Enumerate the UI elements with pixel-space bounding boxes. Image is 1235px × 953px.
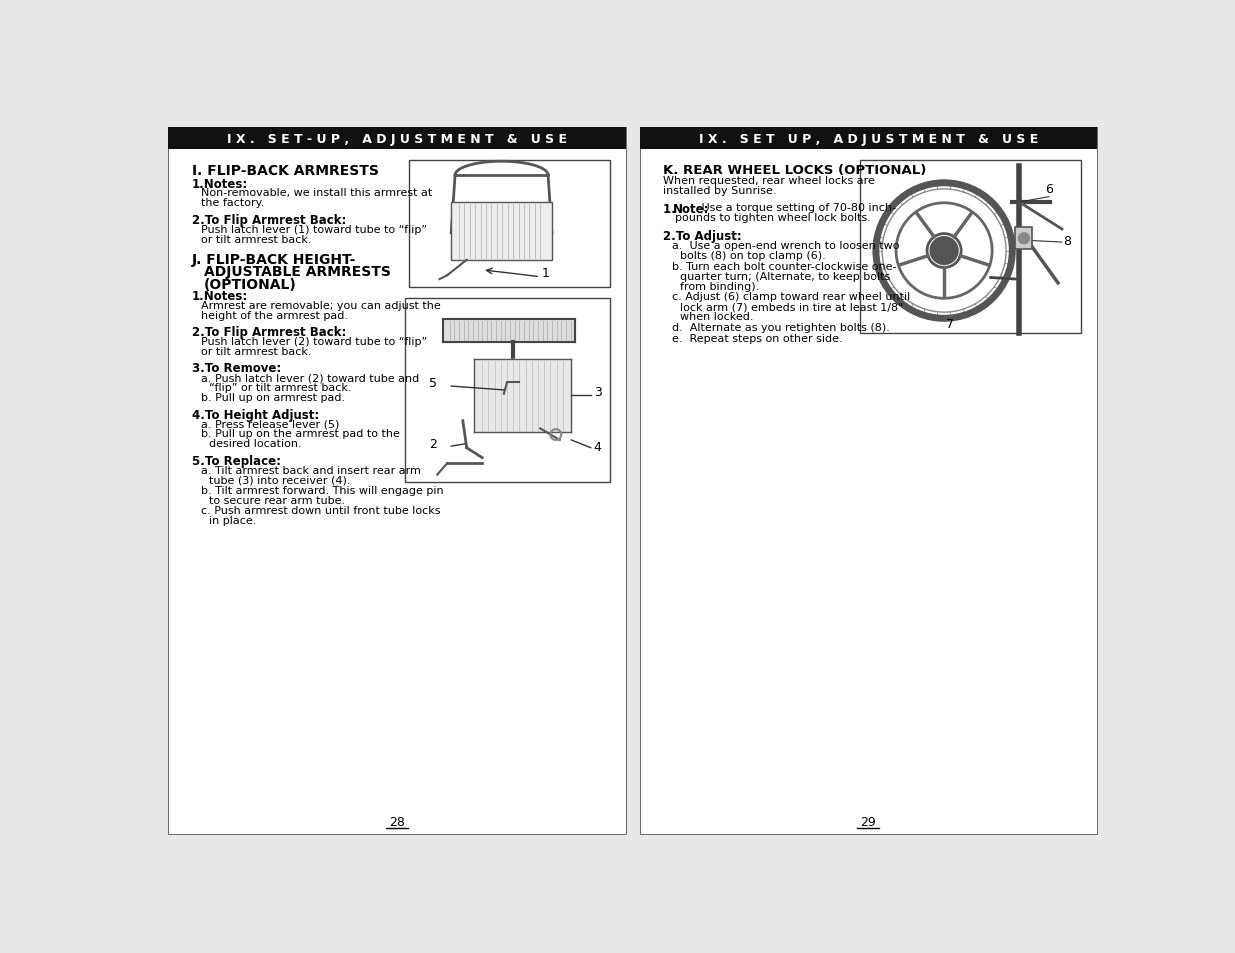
Text: Push latch lever (2) toward tube to “flip”: Push latch lever (2) toward tube to “fli… — [201, 336, 427, 347]
Text: I. FLIP-BACK ARMRESTS: I. FLIP-BACK ARMRESTS — [191, 164, 378, 177]
Text: c. Push armrest down until front tube locks: c. Push armrest down until front tube lo… — [201, 505, 441, 516]
Text: 3.To Remove:: 3.To Remove: — [191, 362, 280, 375]
Text: K. REAR WHEEL LOCKS (OPTIONAL): K. REAR WHEEL LOCKS (OPTIONAL) — [663, 164, 926, 176]
Text: 8: 8 — [1063, 234, 1071, 248]
Circle shape — [1019, 233, 1029, 244]
Text: or tilt armrest back.: or tilt armrest back. — [201, 347, 311, 356]
Text: the factory.: the factory. — [201, 198, 264, 208]
Bar — [640, 129, 1097, 834]
Text: Push latch lever (1) toward tube to “flip”: Push latch lever (1) toward tube to “fli… — [201, 224, 427, 234]
Text: 1: 1 — [542, 267, 550, 280]
Text: J. FLIP-BACK HEIGHT-: J. FLIP-BACK HEIGHT- — [191, 253, 356, 267]
Text: tube (3) into receiver (4).: tube (3) into receiver (4). — [209, 476, 351, 485]
Text: when locked.: when locked. — [679, 312, 753, 322]
Text: I X .   S E T   U P ,   A D J U S T M E N T   &   U S E: I X . S E T U P , A D J U S T M E N T & … — [699, 133, 1037, 146]
Text: b. Turn each bolt counter-clockwise one-: b. Turn each bolt counter-clockwise one- — [672, 261, 897, 272]
Text: 2.To Flip Armrest Back:: 2.To Flip Armrest Back: — [191, 213, 346, 227]
Text: quarter turn; (Alternate, to keep bolts: quarter turn; (Alternate, to keep bolts — [679, 272, 890, 281]
Text: 1.Notes:: 1.Notes: — [191, 177, 248, 191]
Text: b. Pull up on armrest pad.: b. Pull up on armrest pad. — [201, 393, 345, 403]
Text: ADJUSTABLE ARMRESTS: ADJUSTABLE ARMRESTS — [204, 265, 390, 279]
Text: 1.Notes:: 1.Notes: — [191, 290, 248, 303]
Bar — [168, 129, 626, 150]
Text: a. Push latch lever (2) toward tube and: a. Push latch lever (2) toward tube and — [201, 373, 419, 383]
Text: lock arm (7) embeds in tire at least 1/8": lock arm (7) embeds in tire at least 1/8… — [679, 302, 903, 312]
Text: “flip” or tilt armrest back.: “flip” or tilt armrest back. — [209, 383, 351, 393]
Text: a.  Use a open-end wrench to loosen two: a. Use a open-end wrench to loosen two — [672, 240, 899, 251]
Text: pounds to tighten wheel lock bolts.: pounds to tighten wheel lock bolts. — [676, 213, 871, 223]
Bar — [861, 160, 1082, 334]
Text: 5: 5 — [430, 376, 437, 390]
Text: bolts (8) on top clamp (6).: bolts (8) on top clamp (6). — [679, 251, 825, 260]
Text: a. Tilt armrest back and insert rear arm: a. Tilt armrest back and insert rear arm — [201, 465, 421, 476]
Text: Non-removable, we install this armrest at: Non-removable, we install this armrest a… — [201, 188, 432, 198]
Bar — [168, 129, 626, 834]
Bar — [409, 160, 610, 288]
Text: 1.: 1. — [663, 203, 679, 215]
Text: I X .   S E T - U P ,   A D J U S T M E N T   &   U S E: I X . S E T - U P , A D J U S T M E N T … — [227, 133, 567, 146]
Circle shape — [930, 237, 958, 265]
Text: When requested, rear wheel locks are: When requested, rear wheel locks are — [663, 176, 874, 186]
Text: a. Press release lever (5): a. Press release lever (5) — [201, 419, 340, 429]
Text: height of the armrest pad.: height of the armrest pad. — [201, 311, 348, 320]
Text: 3: 3 — [594, 386, 603, 398]
Text: desired location.: desired location. — [209, 439, 301, 449]
Text: or tilt armrest back.: or tilt armrest back. — [201, 234, 311, 244]
Bar — [640, 129, 1097, 150]
Text: e.  Repeat steps on other side.: e. Repeat steps on other side. — [672, 334, 842, 344]
Text: 2.To Flip Armrest Back:: 2.To Flip Armrest Back: — [191, 326, 346, 339]
Text: Armrest are removable; you can adjust the: Armrest are removable; you can adjust th… — [201, 300, 441, 311]
Text: 7: 7 — [946, 318, 953, 331]
Bar — [451, 203, 552, 260]
Text: 29: 29 — [861, 816, 876, 828]
Text: Note:: Note: — [673, 203, 709, 215]
Text: 2: 2 — [430, 437, 437, 451]
Text: b. Pull up on the armrest pad to the: b. Pull up on the armrest pad to the — [201, 429, 400, 439]
Text: d.  Alternate as you retighten bolts (8).: d. Alternate as you retighten bolts (8). — [672, 323, 890, 333]
Bar — [405, 298, 610, 483]
Text: 2.To Adjust:: 2.To Adjust: — [663, 230, 741, 243]
Text: (OPTIONAL): (OPTIONAL) — [204, 277, 296, 292]
Text: Use a torque setting of 70-80 inch-: Use a torque setting of 70-80 inch- — [698, 203, 895, 213]
Text: from binding).: from binding). — [679, 281, 760, 292]
Text: c. Adjust (6) clamp toward rear wheel until: c. Adjust (6) clamp toward rear wheel un… — [672, 292, 910, 302]
Text: 4: 4 — [594, 440, 601, 453]
Text: in place.: in place. — [209, 516, 256, 525]
Text: 28: 28 — [389, 816, 405, 828]
Text: b. Tilt armrest forward. This will engage pin: b. Tilt armrest forward. This will engag… — [201, 485, 443, 496]
Text: 5.To Replace:: 5.To Replace: — [191, 455, 280, 467]
Text: installed by Sunrise.: installed by Sunrise. — [663, 186, 777, 196]
Text: 4.To Height Adjust:: 4.To Height Adjust: — [191, 408, 319, 421]
Text: to secure rear arm tube.: to secure rear arm tube. — [209, 496, 345, 505]
Text: 6: 6 — [1045, 183, 1052, 196]
Bar — [1015, 228, 1032, 250]
